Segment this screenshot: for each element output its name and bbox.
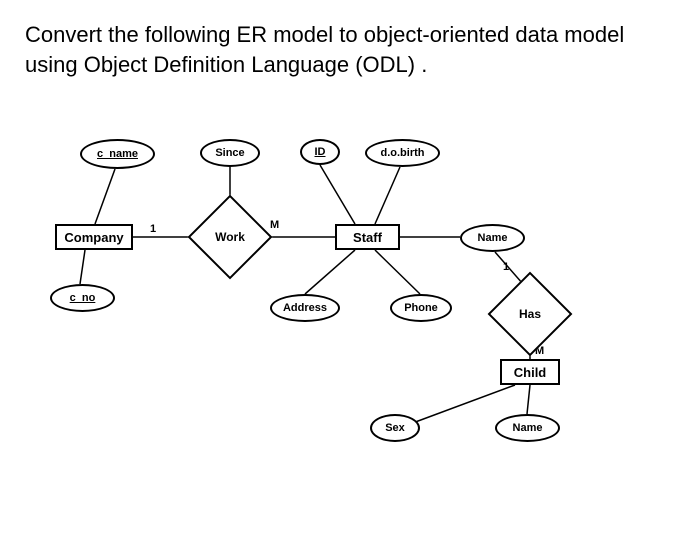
rel-work: Work xyxy=(200,207,260,267)
rel-has: Has xyxy=(500,284,560,344)
rel-work-label: Work xyxy=(215,230,245,244)
er-diagram: Company Staff Child c_name c_no Since ID… xyxy=(25,109,675,489)
card-work-1: 1 xyxy=(150,223,156,235)
entity-staff: Staff xyxy=(335,224,400,250)
rel-has-label: Has xyxy=(519,307,541,321)
card-has-1: 1 xyxy=(503,261,509,273)
entity-child: Child xyxy=(500,359,560,385)
entity-company: Company xyxy=(55,224,133,250)
question-text: Convert the following ER model to object… xyxy=(25,20,675,79)
card-work-m: M xyxy=(270,219,279,231)
